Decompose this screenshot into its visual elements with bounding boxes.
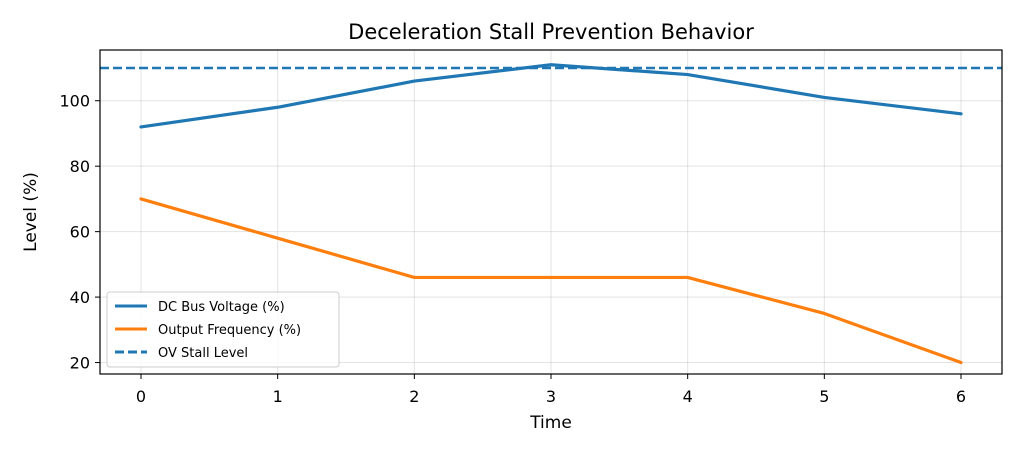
x-tick-label: 6 <box>956 387 966 406</box>
y-axis-label: Level (%) <box>21 172 41 252</box>
y-tick-label: 40 <box>70 288 90 307</box>
chart-title: Deceleration Stall Prevention Behavior <box>348 20 754 44</box>
series-line-1 <box>139 197 963 365</box>
legend-label: Output Frequency (%) <box>158 323 301 338</box>
y-axis: 20 40 60 80 100 <box>59 92 100 373</box>
series-line-0 <box>139 63 963 129</box>
x-tick-label: 0 <box>136 387 146 406</box>
y-tick-label: 60 <box>70 223 90 242</box>
x-tick-label: 3 <box>546 387 556 406</box>
x-tick-label: 5 <box>819 387 829 406</box>
y-tick-label: 100 <box>59 92 90 111</box>
legend-box <box>106 291 340 368</box>
legend-label: OV Stall Level <box>158 346 248 361</box>
y-tick-label: 80 <box>70 157 90 176</box>
legend-label: DC Bus Voltage (%) <box>158 300 285 315</box>
y-tick-label: 20 <box>70 354 90 373</box>
x-axis-label: Time <box>529 413 572 433</box>
x-axis: 0 1 2 3 4 5 6 <box>136 374 966 406</box>
x-tick-label: 2 <box>409 387 419 406</box>
legend: DC Bus Voltage (%) Output Frequency (%) OV… <box>106 291 340 368</box>
x-tick-label: 1 <box>273 387 283 406</box>
plot-lines <box>100 63 1002 365</box>
x-tick-label: 4 <box>683 387 693 406</box>
